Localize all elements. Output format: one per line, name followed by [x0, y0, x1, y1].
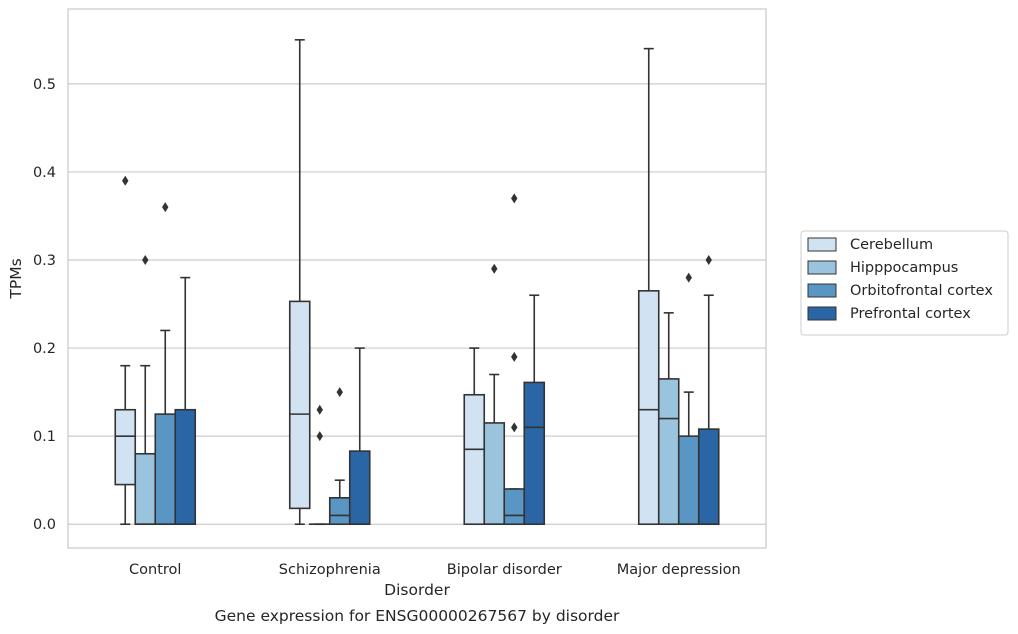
box-3-0	[174, 276, 197, 526]
series-3	[174, 255, 720, 526]
outlier-2	[511, 193, 518, 204]
x-axis-label: Disorder	[384, 581, 450, 599]
y-tick-label-2: 0.2	[33, 341, 56, 357]
series-2	[154, 193, 700, 526]
x-tick-label-3: Major depression	[617, 562, 741, 578]
outlier-0	[336, 387, 343, 398]
y-tick-label-4: 0.4	[33, 165, 56, 181]
outlier-0	[491, 263, 498, 274]
box-body	[637, 290, 660, 526]
legend-item-1: Hipppocampus	[807, 260, 958, 276]
x-tick-label-1: Schizophrenia	[279, 562, 381, 578]
y-tick-label-3: 0.3	[33, 253, 56, 269]
outlier-0	[316, 431, 323, 442]
y-tick-label-5: 0.5	[33, 77, 56, 93]
x-axis-ticks: Control Schizophrenia Bipolar disorder Majo…	[129, 562, 741, 578]
box-body	[463, 393, 486, 526]
legend-label: Hipppocampus	[850, 260, 958, 276]
legend-swatch	[807, 260, 837, 275]
box-1-0	[134, 255, 157, 526]
box-2-2	[503, 193, 526, 526]
box-body	[328, 496, 351, 526]
box-series	[114, 39, 720, 526]
legend-items: Cerebellum Hipppocampus Orbitofrontal cort…	[807, 237, 993, 322]
box-3-2	[523, 294, 546, 526]
legend-swatch	[807, 283, 837, 298]
box-body	[134, 452, 157, 526]
legend: Cerebellum Hipppocampus Orbitofrontal cort…	[800, 230, 1009, 336]
outlier-0	[511, 422, 518, 433]
legend-label: Orbitofrontal cortex	[850, 283, 993, 299]
box-2-1	[328, 387, 351, 526]
outlier-0	[142, 255, 149, 266]
box-body	[174, 408, 197, 526]
y-tick-label-0: 0.0	[33, 517, 56, 533]
legend-label: Prefrontal cortex	[850, 306, 971, 322]
outlier-0	[705, 255, 712, 266]
box-1-1	[308, 404, 331, 526]
box-2-0	[154, 202, 177, 526]
box-body	[483, 422, 506, 526]
legend-item-2: Orbitofrontal cortex	[807, 283, 993, 299]
y-tick-label-1: 0.1	[33, 429, 56, 445]
box-0-1	[288, 39, 311, 526]
y-axis-label: TPMs	[7, 258, 25, 299]
legend-item-3: Prefrontal cortex	[807, 306, 971, 322]
box-body	[697, 428, 720, 526]
outlier-0	[162, 202, 169, 213]
series-1	[134, 255, 680, 526]
chart-caption: Gene expression for ENSG00000267567 by d…	[215, 607, 620, 625]
box-body	[503, 488, 526, 526]
x-tick-label-2: Bipolar disorder	[447, 562, 562, 578]
box-3-3	[697, 255, 720, 526]
outlier-1	[511, 351, 518, 362]
y-axis-ticks: 0.0 0.1 0.2 0.3 0.4 0.5	[33, 77, 56, 533]
outlier-0	[122, 175, 129, 186]
box-body	[677, 435, 700, 526]
box-0-0	[114, 175, 137, 526]
box-0-3	[637, 47, 660, 526]
box-body	[114, 408, 137, 486]
box-2-3	[677, 272, 700, 526]
legend-swatch	[807, 237, 837, 252]
box-1-3	[657, 312, 680, 526]
box-1-2	[483, 263, 506, 526]
outlier-0	[685, 272, 692, 283]
box-body	[154, 413, 177, 526]
plot-frame	[67, 8, 767, 549]
box-0-2	[463, 347, 486, 526]
legend-label: Cerebellum	[850, 237, 933, 253]
box-body	[288, 300, 311, 510]
box-3-1	[348, 347, 371, 526]
series-0	[114, 39, 660, 526]
outlier-1	[316, 404, 323, 415]
legend-swatch	[807, 306, 837, 321]
x-tick-label-0: Control	[129, 562, 181, 578]
box-body	[348, 450, 371, 526]
box-body	[657, 378, 680, 526]
legend-item-0: Cerebellum	[807, 237, 933, 253]
box-body	[523, 381, 546, 526]
legend-frame	[800, 230, 1009, 336]
